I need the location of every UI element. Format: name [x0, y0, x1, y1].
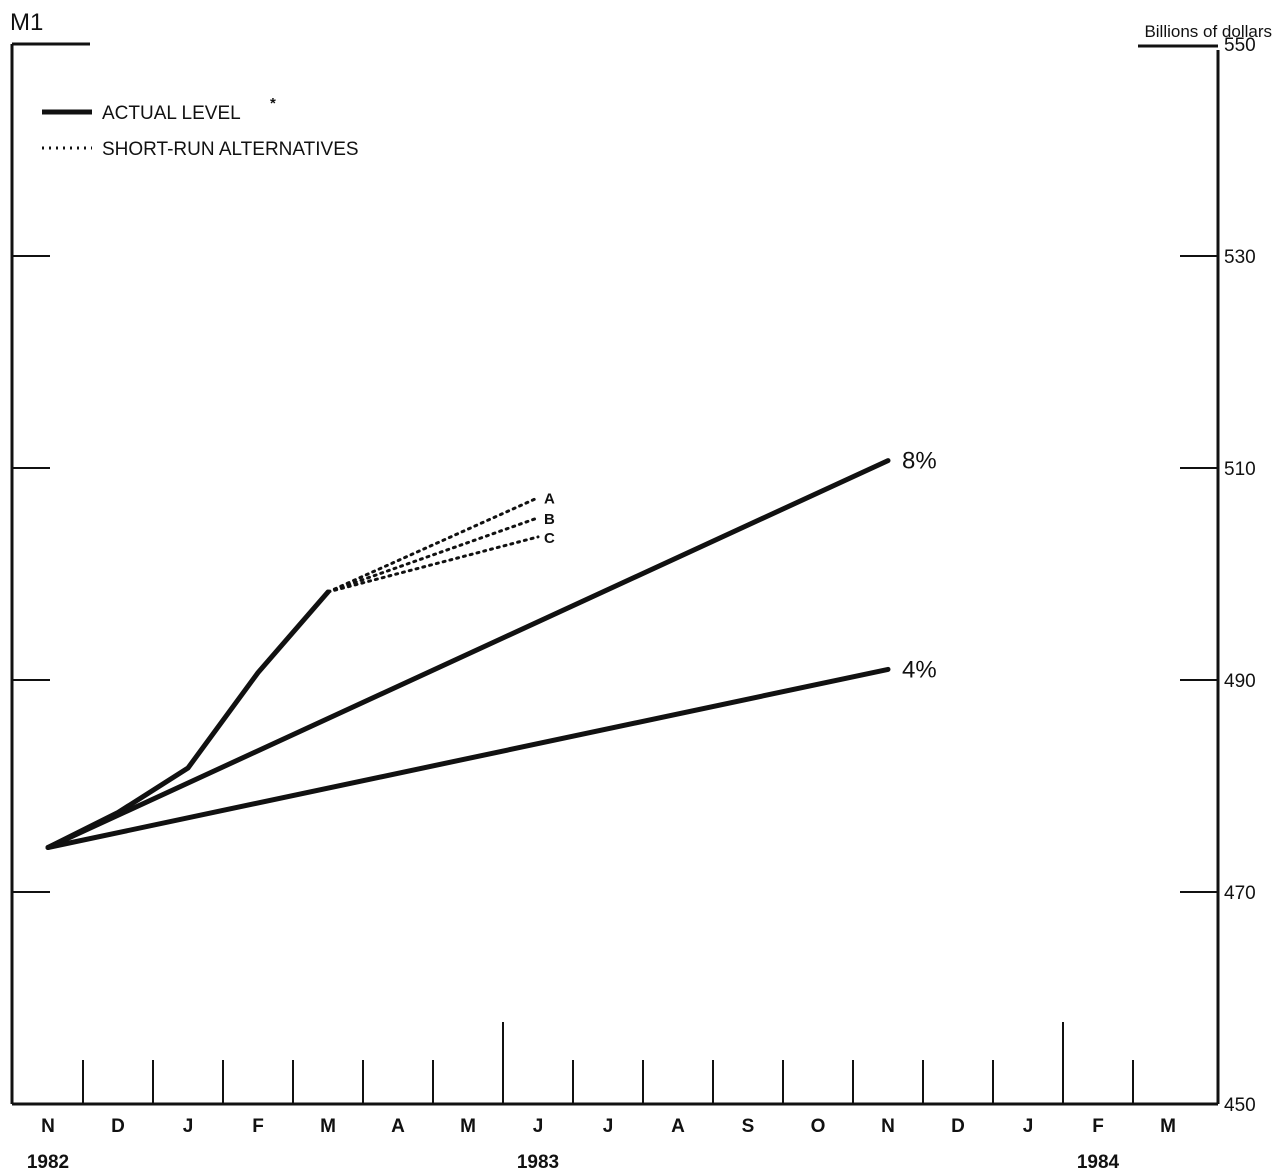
x-year-label: 1984: [1077, 1152, 1120, 1173]
chart-frame: [10, 42, 1220, 1106]
x-month-label: M: [460, 1116, 476, 1137]
series-label: C: [544, 530, 555, 547]
series-line-actual: [45, 589, 331, 850]
x-month-label: S: [742, 1116, 755, 1137]
x-month-label: D: [951, 1116, 965, 1137]
chart-title: M1: [10, 9, 43, 36]
x-month-label: N: [41, 1116, 55, 1137]
y-axis-label: Billions of dollars: [1144, 22, 1272, 41]
chart-labels: 450 470 490 510 530 550 N D J F M A M J J A S O N D J F M 1982 1…: [27, 35, 1256, 1173]
axis-ticks: [12, 255, 1218, 1104]
y-tick-label: 470: [1224, 883, 1256, 904]
x-month-label: F: [252, 1116, 264, 1137]
x-month-label: M: [1160, 1116, 1176, 1137]
series-line-4pct: [45, 666, 891, 850]
series-line-a: [326, 496, 540, 594]
series-line-c: [326, 535, 540, 594]
legend-short-run-label: SHORT-RUN ALTERNATIVES: [102, 139, 359, 160]
x-month-label: J: [183, 1116, 194, 1137]
legend-actual-level-marker: *: [270, 95, 276, 112]
y-tick-label: 550: [1224, 35, 1256, 56]
x-month-label: A: [671, 1116, 685, 1137]
x-month-label: J: [603, 1116, 614, 1137]
legend-actual-level-label: ACTUAL LEVEL: [102, 103, 241, 124]
x-month-label: O: [811, 1116, 826, 1137]
data-lines: [45, 458, 891, 850]
series-label: A: [544, 491, 555, 508]
x-month-label: D: [111, 1116, 125, 1137]
series-label: 8%: [902, 448, 937, 475]
legend: ACTUAL LEVEL * SHORT-RUN ALTERNATIVES: [42, 95, 359, 160]
y-tick-label: 510: [1224, 459, 1256, 480]
series-line-8pct: [45, 458, 891, 850]
y-tick-label: 450: [1224, 1095, 1256, 1116]
x-year-label: 1983: [517, 1152, 559, 1173]
x-month-label: N: [881, 1116, 895, 1137]
series-label: 4%: [902, 656, 937, 683]
y-tick-label: 530: [1224, 247, 1256, 268]
x-month-label: F: [1092, 1116, 1104, 1137]
x-month-label: A: [391, 1116, 405, 1137]
series-label: B: [544, 511, 555, 528]
series-line-b: [326, 516, 540, 594]
y-tick-label: 490: [1224, 671, 1256, 692]
x-year-label: 1982: [27, 1152, 69, 1173]
x-month-label: M: [320, 1116, 336, 1137]
x-month-label: J: [1023, 1116, 1034, 1137]
x-month-label: J: [533, 1116, 544, 1137]
